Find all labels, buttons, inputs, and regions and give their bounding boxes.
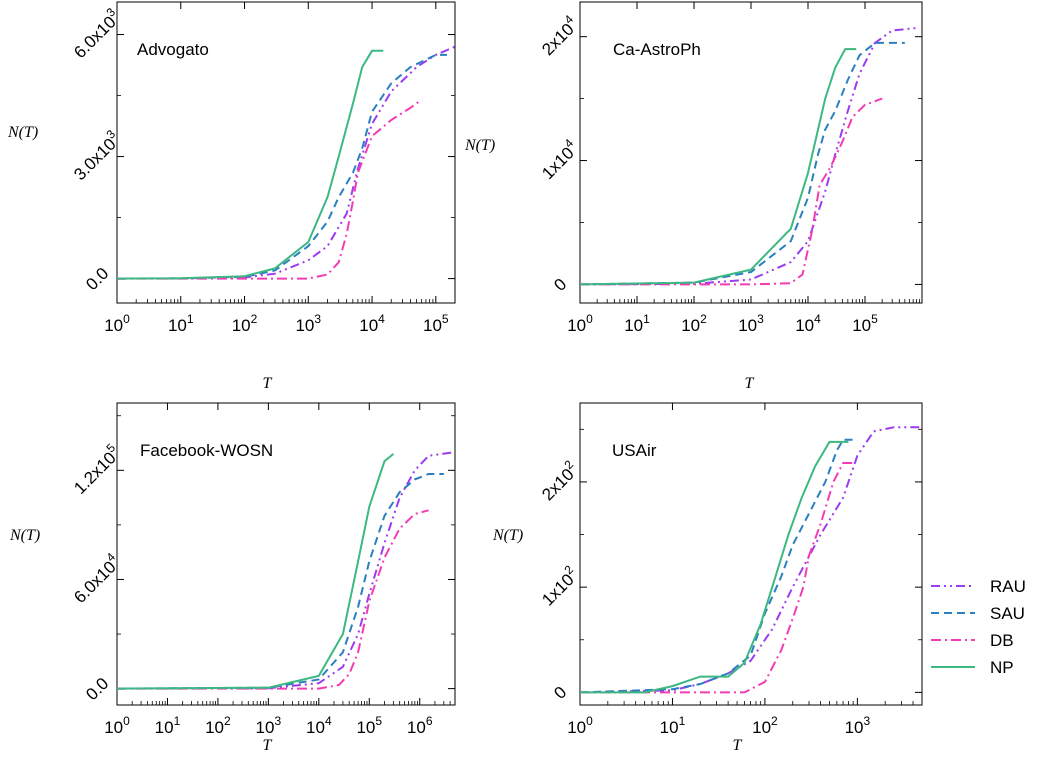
x-tick-label: 100 [104, 312, 130, 335]
x-tick-label: 102 [681, 312, 707, 335]
y-tick-label: 1x104 [535, 136, 582, 183]
panel-title: Advogato [137, 40, 209, 59]
y-tick-label: 0 [550, 275, 570, 295]
x-tick-label: 102 [205, 714, 231, 737]
legend-label-db: DB [990, 631, 1014, 650]
y-tick-label: 1x102 [535, 562, 582, 609]
x-tick-label: 105 [852, 312, 878, 335]
y-axis-label: N(T) [464, 137, 495, 154]
x-tick-label: 102 [752, 714, 778, 737]
x-tick-label: 100 [104, 714, 130, 737]
x-tick-label: 105 [356, 714, 382, 737]
series-line-db [580, 462, 854, 694]
y-tick-label: 3.0x103 [67, 127, 124, 184]
legend-label-sau: SAU [990, 604, 1025, 623]
y-tick-label: 6.0x104 [67, 550, 124, 607]
y-axis-label: N(T) [7, 124, 38, 141]
x-tick-label: 104 [359, 312, 385, 335]
series-line-sau [117, 53, 447, 280]
plot-frame [579, 402, 923, 706]
x-axis-label: T [263, 737, 273, 754]
legend-label-rau: RAU [990, 577, 1026, 596]
series-line-np [580, 48, 857, 286]
series-line-rau [580, 27, 917, 286]
x-axis-label: T [733, 737, 743, 754]
series-line-np [117, 453, 395, 690]
y-tick-label: 0.0 [82, 264, 112, 294]
panel-ca-astroph: 100 101 102 103 104 105 0 1x104 2x104 Ca-AstroPh N… [464, 1, 923, 392]
series-line-sau [580, 438, 854, 694]
y-tick-label: 1.2x105 [67, 440, 124, 497]
panel-title: Ca-AstroPh [613, 40, 701, 59]
y-axis-label: N(T) [9, 527, 40, 544]
x-tick-label: 103 [738, 312, 764, 335]
series-line-sau [580, 41, 905, 286]
plot-frame [116, 1, 456, 304]
x-tick-label: 101 [168, 312, 194, 335]
y-tick-label: 2x102 [535, 457, 582, 504]
panel-title: Facebook-WOSN [140, 441, 273, 460]
legend-label-np: NP [990, 658, 1014, 677]
x-tick-label: 100 [567, 714, 593, 737]
legend: RAU SAU DB NP [931, 577, 1026, 677]
y-tick-label: 6.0x103 [67, 5, 124, 62]
x-axis-label: T [263, 375, 273, 392]
x-tick-label: 105 [423, 312, 449, 335]
x-tick-label: 106 [407, 714, 433, 737]
x-tick-label: 104 [306, 714, 332, 737]
x-tick-label: 103 [845, 714, 871, 737]
series-line-db [117, 98, 423, 280]
series-line-rau [117, 451, 455, 690]
x-tick-label: 102 [232, 312, 258, 335]
series-line-db [117, 509, 429, 690]
x-tick-label: 103 [295, 312, 321, 335]
panel-title: USAir [612, 441, 657, 460]
series-line-np [580, 440, 849, 694]
series-line-np [117, 49, 384, 280]
y-tick-label: 0.0 [82, 674, 112, 704]
panel-advogato: 100 101 102 103 104 105 0.0 3.0x103 6.0x103 Advog… [7, 1, 456, 392]
series-line-rau [117, 45, 455, 280]
x-axis-label: T [745, 375, 755, 392]
x-tick-label: 100 [567, 312, 593, 335]
x-tick-label: 101 [624, 312, 650, 335]
y-tick-label: 2x104 [535, 12, 582, 59]
panel-usair: 100 101 102 103 0 1x102 2x102 USAir N(T) T [492, 402, 923, 754]
series-line-db [580, 97, 883, 286]
x-tick-label: 104 [795, 312, 821, 335]
series-line-sau [117, 473, 444, 690]
y-axis-label: N(T) [492, 527, 523, 544]
y-tick-label: 0 [550, 683, 570, 703]
x-tick-label: 101 [155, 714, 181, 737]
plot-frame [116, 402, 456, 706]
panel-facebook-wosn: 100 101 102 103 104 105 106 0.0 6.0x104 1.2x105 Fa… [9, 402, 456, 754]
x-tick-label: 101 [660, 714, 686, 737]
x-tick-label: 103 [256, 714, 282, 737]
